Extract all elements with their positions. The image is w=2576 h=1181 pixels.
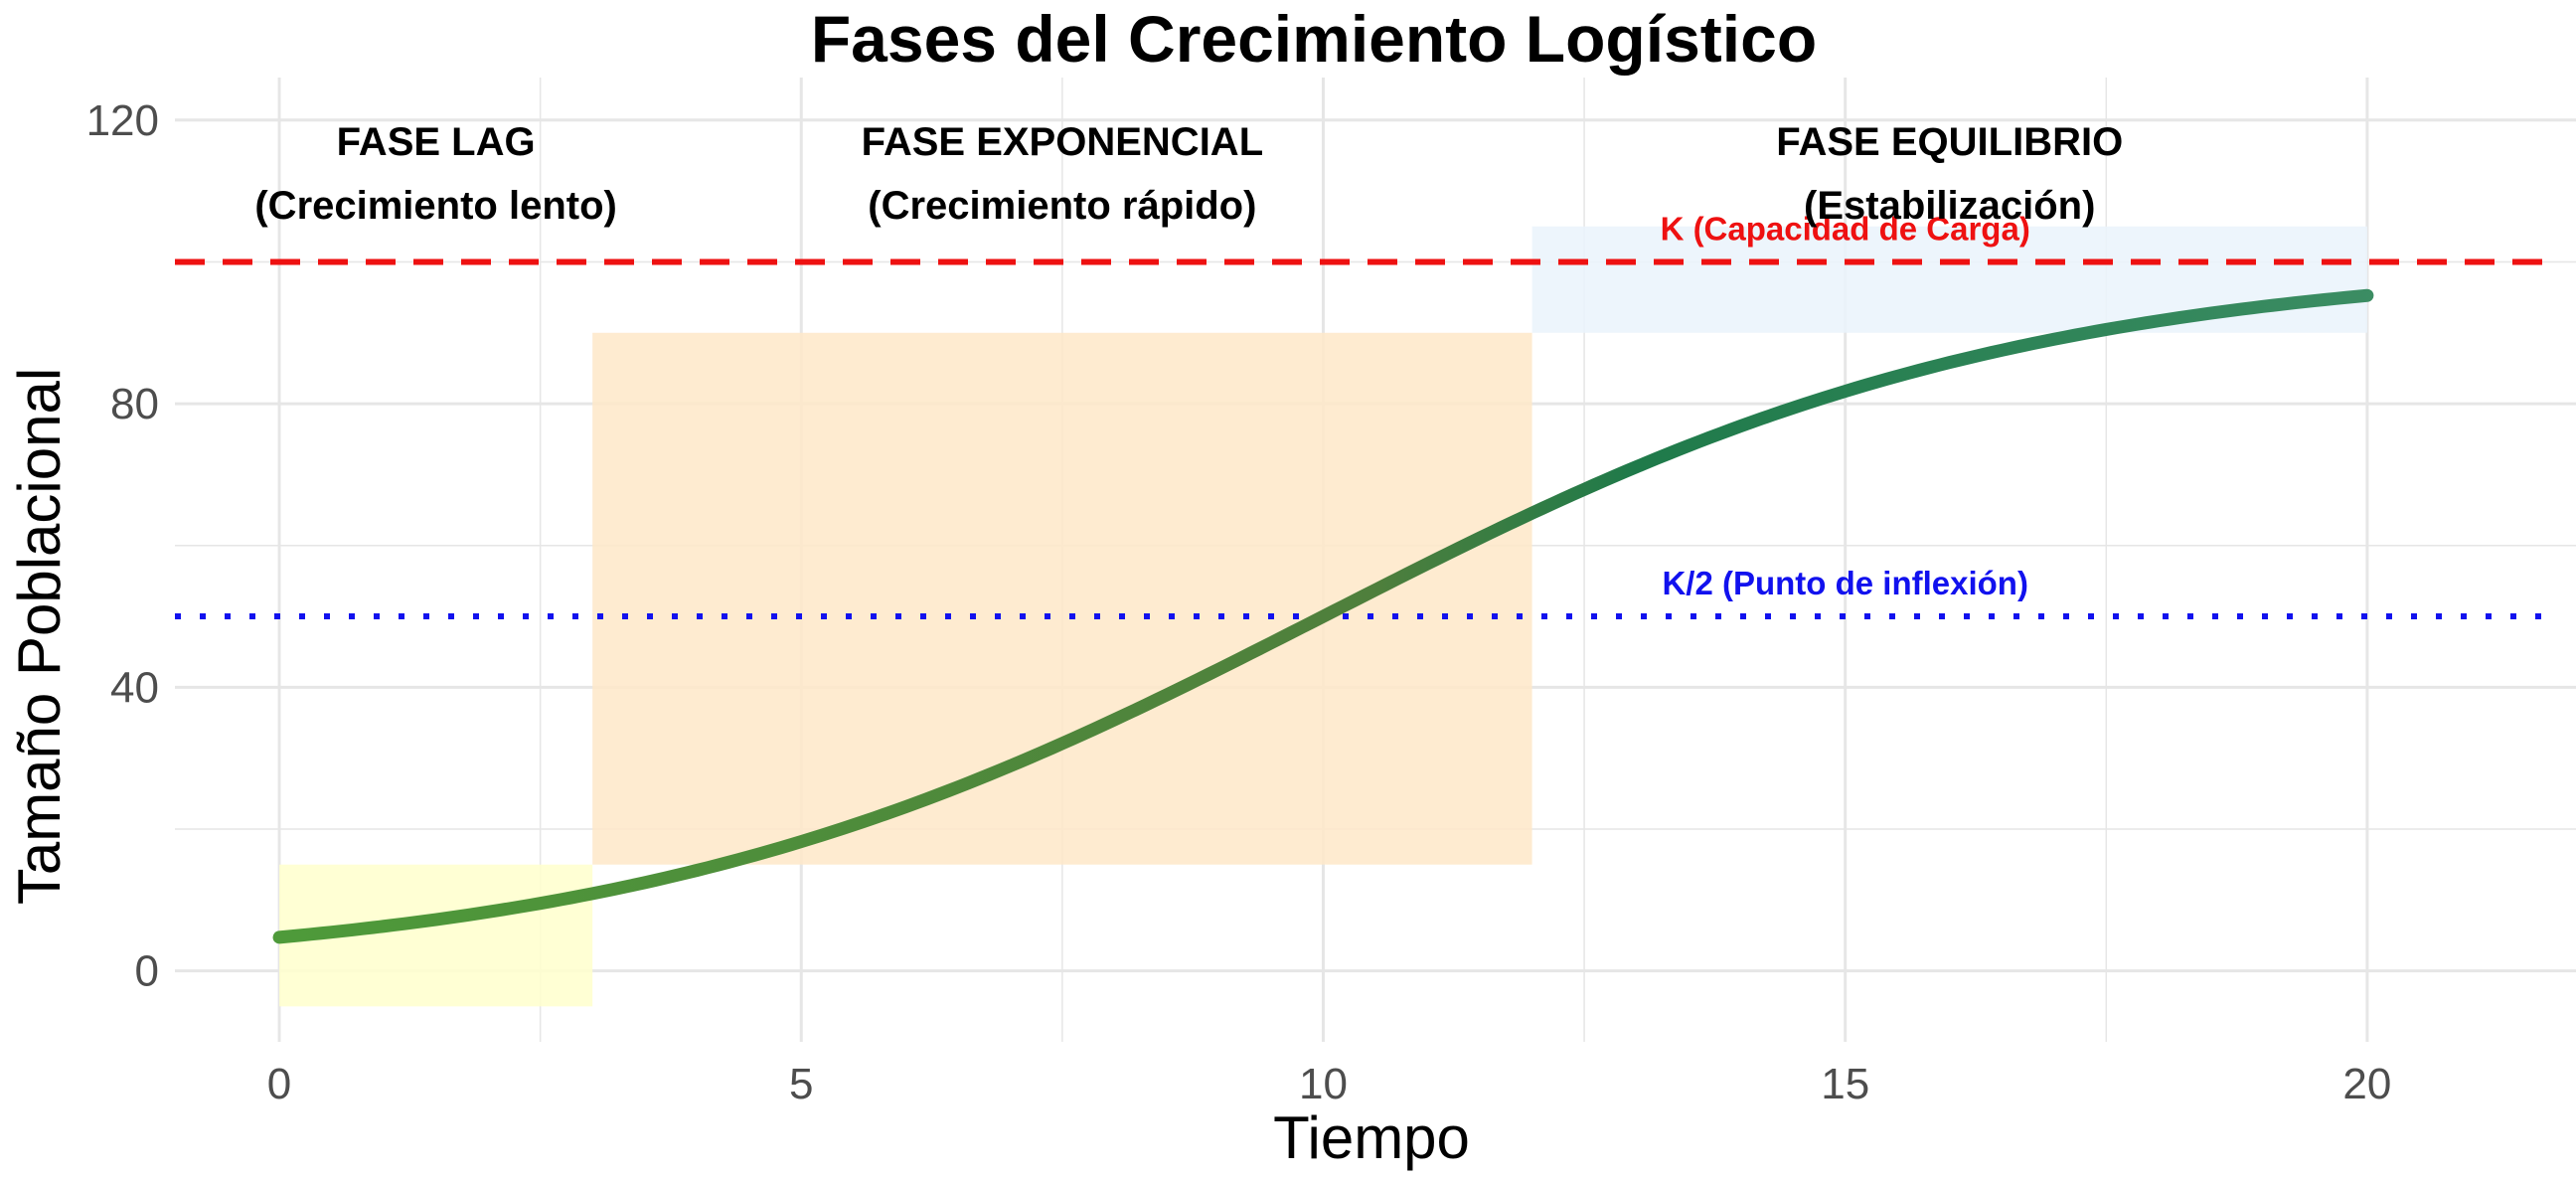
data-point — [1007, 763, 1013, 769]
y-tick-label: 40 — [110, 663, 159, 712]
phase-label-0: FASE LAG — [337, 120, 536, 164]
data-point — [2260, 303, 2266, 309]
data-point — [276, 934, 282, 940]
reference-labels: K (Capacidad de Carga) K/2 (Punto de infl… — [1661, 210, 2030, 601]
phase-sublabel-1: (Crecimiento rápido) — [868, 184, 1256, 228]
data-point — [2156, 318, 2162, 324]
reference-lines — [175, 258, 2556, 620]
reference-label-1: K/2 (Punto de inflexión) — [1662, 565, 2028, 601]
data-point — [1320, 613, 1326, 619]
data-point — [485, 909, 491, 915]
data-point — [1947, 360, 1953, 366]
x-tick-label: 10 — [1299, 1060, 1348, 1108]
phase-regions — [279, 226, 2367, 1007]
y-tick-label: 120 — [86, 96, 159, 145]
phase-sublabel-0: (Crecimiento lento) — [254, 184, 616, 228]
data-point — [589, 891, 595, 897]
data-point — [902, 804, 908, 810]
data-point — [798, 839, 804, 845]
x-tick-label: 0 — [267, 1060, 291, 1108]
phase-region-1 — [592, 332, 1532, 865]
reference-label-0: K (Capacidad de Carga) — [1661, 210, 2030, 247]
data-point — [2051, 336, 2057, 342]
chart-title: Fases del Crecimiento Logístico — [811, 2, 1817, 76]
x-tick-label: 5 — [789, 1060, 813, 1108]
data-point — [1425, 561, 1431, 567]
data-point — [381, 924, 387, 929]
data-point — [1843, 388, 1849, 394]
data-point — [1738, 422, 1744, 428]
data-point — [1111, 717, 1117, 723]
phase-labels: FASE LAG (Crecimiento lento) FASE EXPONENC… — [254, 120, 2123, 228]
x-tick-label: 15 — [1821, 1060, 1869, 1108]
y-tick-label: 0 — [135, 947, 159, 996]
y-axis-title: Tamaño Poblacional — [6, 368, 73, 905]
y-tick-label: 80 — [110, 380, 159, 428]
data-point — [1215, 666, 1221, 672]
x-tick-labels: 0 5 10 15 20 — [267, 1060, 2392, 1108]
y-tick-labels: 0 40 80 120 — [86, 96, 159, 996]
data-point — [694, 867, 700, 873]
x-tick-label: 20 — [2342, 1060, 2391, 1108]
data-point — [1634, 464, 1640, 470]
data-point — [2364, 292, 2370, 298]
phase-label-2: FASE EQUILIBRIO — [1776, 120, 2123, 164]
logistic-curve — [272, 288, 2374, 944]
phase-sublabel-2: (Estabilización) — [1804, 184, 2095, 228]
growth-curve-layer — [272, 288, 2374, 944]
data-point — [1530, 510, 1535, 516]
x-axis-title: Tiempo — [1273, 1104, 1470, 1171]
phase-label-1: FASE EXPONENCIAL — [862, 120, 1264, 164]
